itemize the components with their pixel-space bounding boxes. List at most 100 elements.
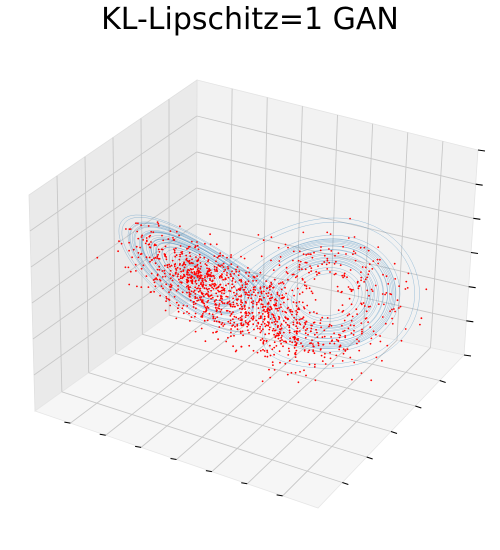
- generated-point: [223, 270, 225, 273]
- x-axis-tick: [241, 482, 248, 485]
- generated-point: [163, 272, 166, 275]
- generated-point: [240, 303, 242, 306]
- generated-point: [252, 300, 255, 302]
- generated-point: [271, 329, 274, 332]
- generated-point: [304, 321, 306, 324]
- generated-point: [180, 282, 183, 284]
- generated-point: [281, 339, 283, 341]
- generated-point: [262, 341, 265, 344]
- generated-point: [228, 310, 231, 313]
- generated-point: [222, 254, 224, 257]
- generated-point: [194, 293, 197, 295]
- generated-point: [205, 284, 207, 287]
- generated-point: [297, 308, 299, 311]
- generated-point: [248, 344, 251, 347]
- z-axis-tick: [466, 320, 474, 323]
- generated-point: [156, 274, 159, 277]
- generated-point: [150, 230, 153, 233]
- generated-point: [196, 259, 199, 262]
- grid-line: [61, 391, 343, 483]
- generated-point: [163, 269, 166, 272]
- generated-point: [269, 284, 271, 287]
- generated-point: [181, 291, 184, 294]
- generated-point: [278, 294, 281, 297]
- generated-point: [244, 312, 247, 314]
- generated-point: [286, 318, 289, 321]
- generated-point: [234, 325, 236, 328]
- generated-point: [154, 278, 156, 281]
- generated-point: [226, 256, 228, 259]
- generated-point: [381, 293, 384, 295]
- generated-point: [339, 345, 342, 347]
- generated-point: [361, 330, 363, 333]
- generated-point: [220, 300, 223, 303]
- generated-point: [384, 322, 387, 325]
- generated-point: [236, 302, 238, 305]
- generated-point: [179, 255, 182, 258]
- generated-point: [229, 315, 232, 317]
- generated-point: [305, 254, 308, 256]
- generated-point: [298, 268, 301, 271]
- generated-point: [295, 349, 298, 352]
- generated-point: [171, 259, 174, 262]
- generated-point: [304, 336, 307, 339]
- generated-point: [183, 275, 186, 278]
- generated-point: [206, 305, 209, 308]
- generated-point: [255, 319, 258, 322]
- generated-point: [153, 290, 156, 293]
- generated-point: [252, 315, 255, 318]
- generated-point: [341, 304, 344, 306]
- generated-point: [233, 285, 235, 288]
- generated-point: [244, 291, 246, 293]
- generated-point: [156, 257, 159, 259]
- generated-point: [180, 270, 183, 273]
- generated-point: [128, 283, 131, 286]
- generated-point: [178, 258, 181, 261]
- generated-point: [216, 256, 219, 259]
- x-axis-tick: [170, 457, 177, 461]
- generated-point: [175, 271, 177, 274]
- generated-point: [238, 279, 241, 282]
- generated-point: [206, 319, 209, 322]
- generated-point: [272, 313, 274, 316]
- generated-point: [164, 245, 167, 248]
- generated-point: [296, 333, 298, 335]
- generated-point: [301, 268, 303, 270]
- generated-point: [196, 270, 198, 273]
- generated-point: [215, 260, 217, 263]
- generated-point: [275, 345, 278, 347]
- generated-point: [311, 292, 314, 295]
- generated-point: [326, 259, 329, 262]
- generated-point: [341, 290, 343, 293]
- generated-point: [244, 316, 247, 318]
- generated-point: [329, 233, 332, 236]
- generated-point: [190, 262, 193, 264]
- generated-point: [213, 300, 216, 303]
- generated-point: [370, 337, 373, 340]
- generated-point: [209, 269, 212, 271]
- generated-point: [354, 259, 357, 262]
- generated-point: [302, 327, 305, 329]
- generated-point: [194, 312, 197, 315]
- y-axis-tick: [390, 430, 398, 435]
- generated-point: [348, 313, 351, 316]
- generated-point: [259, 295, 261, 298]
- generated-point: [404, 288, 407, 290]
- generated-point: [204, 340, 207, 343]
- generated-point: [280, 297, 283, 300]
- generated-point: [337, 290, 339, 292]
- generated-point: [267, 312, 269, 315]
- generated-point: [339, 264, 342, 267]
- generated-point: [310, 324, 312, 327]
- generated-point: [342, 348, 345, 350]
- generated-point: [346, 314, 349, 317]
- generated-point: [276, 293, 279, 296]
- generated-point: [161, 270, 164, 272]
- generated-point: [171, 279, 174, 282]
- generated-point: [236, 298, 239, 301]
- generated-point: [203, 295, 205, 297]
- x-axis-tick: [99, 433, 106, 436]
- generated-point: [235, 293, 238, 295]
- generated-point: [217, 338, 220, 341]
- generated-point: [226, 272, 228, 274]
